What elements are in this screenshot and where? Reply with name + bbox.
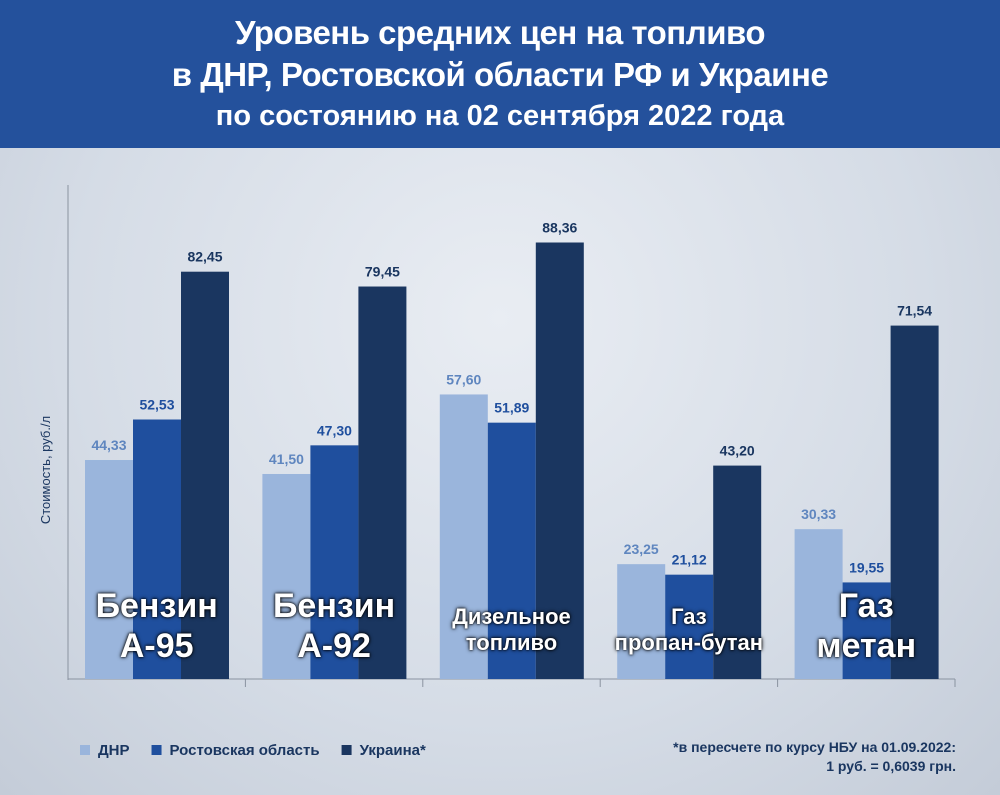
legend-label: Ростовская область [170,742,320,759]
bar [358,286,407,679]
legend-label: ДНР [98,742,130,759]
value-label: 82,45 [187,249,222,265]
legend-swatch [151,745,162,755]
bar [890,325,939,679]
legend-label: Украина* [360,742,426,759]
bar [85,460,133,679]
value-label: 79,45 [365,264,400,280]
category-label: Газ пропан-бутан [614,604,764,655]
bar [439,394,488,679]
category-label: Газ метан [816,587,917,665]
value-label: 51,89 [494,400,529,416]
value-label: 52,53 [139,397,174,413]
bar [487,422,536,679]
bar [617,564,666,679]
bar [133,419,181,679]
bar [665,574,714,679]
value-label: 21,12 [672,552,707,568]
value-label: 30,33 [801,506,836,522]
category-label: Бензин А-95 [95,587,218,665]
legend-swatch [341,745,352,755]
chart-title: Уровень средних цен на топливо в ДНР, Ро… [171,14,829,93]
bar [310,445,359,679]
bar [842,582,891,679]
value-label: 71,54 [897,303,932,319]
category-label: Бензин А-92 [272,587,396,665]
value-label: 41,50 [269,451,304,467]
value-label: 44,33 [91,437,126,453]
category-label: Дизельное топливо [452,604,571,655]
bar [262,473,311,679]
chart-subtitle: по состоянию на 02 сентября 2022 года [215,100,785,132]
bar [794,529,843,679]
value-label: 47,30 [317,422,352,438]
y-axis-label: Стоимость, руб./л [38,416,53,524]
bar [535,242,584,680]
value-label: 43,20 [720,443,755,459]
value-label: 57,60 [446,371,481,387]
value-label: 19,55 [849,559,884,575]
header-band [0,0,1000,148]
bar [713,465,762,679]
value-label: 88,36 [542,220,577,236]
footnote: *в пересчете по курсу НБУ на 01.09.2022:… [673,739,956,774]
bar [181,271,229,679]
value-label: 23,25 [624,541,659,557]
legend-swatch [80,745,90,755]
